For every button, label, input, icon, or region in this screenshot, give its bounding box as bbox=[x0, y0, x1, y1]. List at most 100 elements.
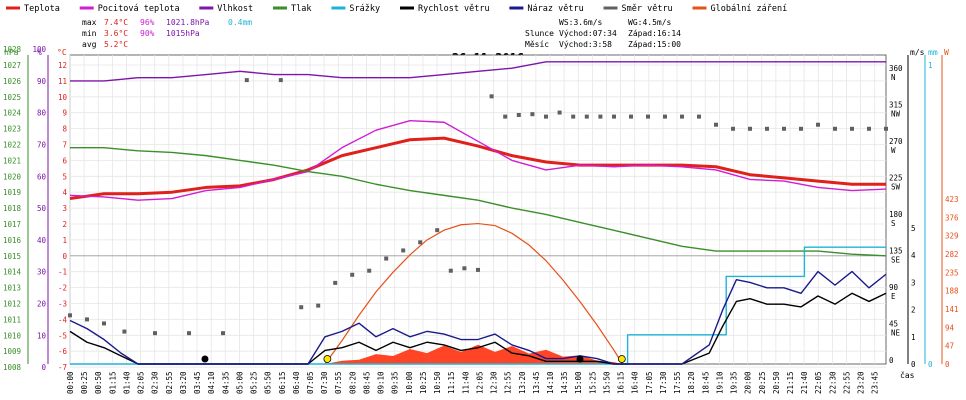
x-tick-label: 19:35 bbox=[730, 371, 739, 394]
tick-pressure: 1025 bbox=[3, 93, 21, 102]
stat-temp: 5.2°C bbox=[104, 40, 128, 49]
tick-humidity: 70 bbox=[37, 141, 47, 150]
stat-temp: 3.6°C bbox=[104, 29, 128, 38]
stat-pressure: 1015hPa bbox=[166, 29, 200, 38]
tick-pressure: 1018 bbox=[3, 204, 22, 213]
x-tick-label: 02:55 bbox=[165, 371, 174, 394]
wind-dir-point bbox=[384, 256, 389, 261]
x-tick-label: 22:30 bbox=[828, 371, 837, 394]
x-tick-label: 00:00 bbox=[66, 371, 75, 394]
tick-temp: -3 bbox=[58, 300, 67, 309]
tick-temp: 8 bbox=[62, 125, 67, 134]
stat-temp: 7.4°C bbox=[104, 18, 128, 27]
wind-dir-point bbox=[187, 331, 191, 336]
tick-temp: 6 bbox=[62, 156, 67, 165]
x-tick-label: 10:50 bbox=[433, 371, 442, 394]
tick-wind-dir-name: W bbox=[891, 146, 896, 155]
stat-label: avg bbox=[82, 40, 97, 49]
x-tick-label: 13:20 bbox=[518, 371, 527, 394]
wind-dir-point bbox=[598, 114, 603, 119]
moon-marker bbox=[201, 355, 209, 363]
x-tick-label: 15:50 bbox=[602, 371, 611, 394]
x-tick-label: 00:50 bbox=[94, 371, 103, 394]
axis-label-x: čas bbox=[900, 370, 915, 380]
wind-dir-point bbox=[333, 280, 338, 285]
wind-dir-point bbox=[530, 112, 535, 117]
tick-temp: 7 bbox=[62, 141, 67, 150]
moon-set: Západ:15:00 bbox=[628, 40, 681, 49]
tick-pressure: 1022 bbox=[3, 141, 21, 150]
stat-label: min bbox=[82, 29, 97, 38]
wind-dir-point bbox=[299, 305, 304, 310]
tick-radiation: 423 bbox=[945, 195, 959, 204]
x-tick-label: 10:00 bbox=[405, 371, 414, 394]
x-tick-label: 04:10 bbox=[207, 371, 216, 394]
x-tick-label: 12:55 bbox=[504, 371, 513, 394]
stat-wg: WG:4.5m/s bbox=[628, 18, 672, 27]
wind-dir-point bbox=[833, 126, 837, 131]
legend-label: Teplota bbox=[24, 4, 60, 14]
tick-wind-dir: 315 bbox=[889, 101, 903, 110]
x-tick-label: 14:35 bbox=[560, 371, 569, 394]
wind-dir-point bbox=[680, 114, 684, 119]
wind-dir-point bbox=[571, 114, 576, 119]
x-tick-label: 17:55 bbox=[673, 371, 682, 394]
wind-dir-point bbox=[435, 228, 440, 233]
legend-label: Globální záření bbox=[711, 4, 788, 14]
tick-wind-speed: 1 bbox=[911, 333, 916, 342]
tick-pressure: 1016 bbox=[3, 236, 22, 245]
tick-pressure: 1019 bbox=[3, 188, 21, 197]
x-tick-label: 05:00 bbox=[235, 371, 244, 394]
x-tick-label: 15:25 bbox=[588, 371, 597, 394]
x-tick-label: 08:20 bbox=[348, 371, 357, 394]
x-tick-label: 04:35 bbox=[221, 371, 230, 394]
stat-label: max bbox=[82, 18, 97, 27]
wind-dir-point bbox=[476, 267, 480, 272]
legend-label: Tlak bbox=[291, 4, 311, 14]
sun-label: Slunce bbox=[525, 29, 554, 38]
tick-humidity: 50 bbox=[37, 204, 47, 213]
tick-humidity: 10 bbox=[37, 331, 47, 340]
wind-dir-point bbox=[102, 321, 106, 326]
tick-radiation: 282 bbox=[945, 250, 959, 259]
series-temp bbox=[69, 119, 887, 201]
tick-humidity: 30 bbox=[37, 268, 47, 277]
wind-dir-point bbox=[244, 78, 249, 83]
series-wind_speed bbox=[69, 270, 887, 365]
x-tick-label: 20:50 bbox=[772, 371, 781, 394]
tick-wind-dir-name: SW bbox=[891, 183, 901, 192]
tick-pressure: 1027 bbox=[3, 61, 21, 70]
tick-radiation: 0 bbox=[945, 360, 950, 369]
wind-dir-point bbox=[221, 331, 225, 336]
x-tick-label: 06:15 bbox=[278, 371, 287, 394]
legend-label: Vlhkost bbox=[217, 4, 253, 14]
tick-radiation: 47 bbox=[945, 342, 954, 351]
x-tick-label: 12:30 bbox=[490, 371, 499, 394]
sun-marker bbox=[617, 355, 626, 363]
tick-humidity: 80 bbox=[37, 109, 47, 118]
sun-rise: Východ:07:34 bbox=[559, 29, 617, 38]
legend-label: Srážky bbox=[349, 4, 380, 14]
wind-dir-point bbox=[646, 114, 650, 119]
axis-unit-temp: °C bbox=[57, 48, 67, 57]
tick-temp: 0 bbox=[62, 252, 67, 261]
tick-wind-speed: 0 bbox=[911, 360, 916, 369]
tick-temp: 9 bbox=[62, 109, 67, 118]
wind-dir-point bbox=[714, 122, 718, 127]
tick-temp: -6 bbox=[58, 347, 68, 356]
stat-ws: WS:3.6m/s bbox=[559, 18, 603, 27]
legend-label: Pocitová teplota bbox=[98, 4, 180, 14]
tick-humidity: 40 bbox=[37, 236, 47, 245]
tick-radiation: 141 bbox=[945, 305, 959, 314]
x-tick-label: 23:20 bbox=[857, 371, 866, 394]
tick-temp: 5 bbox=[62, 172, 67, 181]
x-tick-label: 16:15 bbox=[617, 371, 626, 394]
tick-temp: 10 bbox=[58, 93, 68, 102]
tick-wind-dir: 135 bbox=[889, 247, 903, 256]
tick-wind-speed: 2 bbox=[911, 306, 916, 315]
wind-dir-point bbox=[697, 114, 701, 119]
x-tick-label: 01:40 bbox=[122, 371, 131, 394]
x-tick-label: 03:20 bbox=[179, 371, 188, 394]
wind-dir-point bbox=[748, 126, 752, 131]
moon-marker bbox=[576, 355, 584, 363]
